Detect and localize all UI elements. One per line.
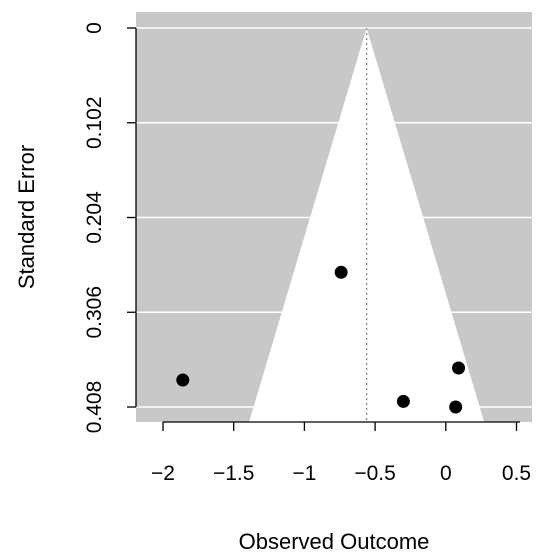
x-tick-label-3: −0.5: [354, 462, 395, 485]
x-axis: −2 −1.5 −1 −0.5 0 0.5: [151, 422, 531, 485]
y-tick-label-2: 0.204: [83, 191, 106, 244]
data-point-4: [396, 394, 410, 408]
y-tick-label-4: 0.408: [83, 381, 106, 434]
x-tick-label-2: −1: [292, 462, 316, 485]
data-point-2: [334, 265, 348, 279]
y-tick-label-3: 0.306: [83, 286, 106, 339]
data-point-1: [176, 373, 190, 387]
y-axis-title: Standard Error: [14, 145, 39, 289]
x-tick-label-4: 0: [440, 462, 452, 485]
y-axis: 0 0.102 0.204 0.306 0.408: [83, 22, 136, 433]
x-tick-label-0: −2: [151, 462, 175, 485]
y-tick-label-0: 0: [83, 22, 106, 34]
data-point-3: [452, 361, 466, 375]
y-tick-label-1: 0.102: [83, 96, 106, 149]
data-points: [176, 265, 466, 414]
x-tick-label-5: 0.5: [502, 462, 531, 485]
data-point-5: [449, 400, 463, 414]
x-axis-title: Observed Outcome: [239, 529, 430, 554]
x-tick-label-1: −1.5: [213, 462, 254, 485]
